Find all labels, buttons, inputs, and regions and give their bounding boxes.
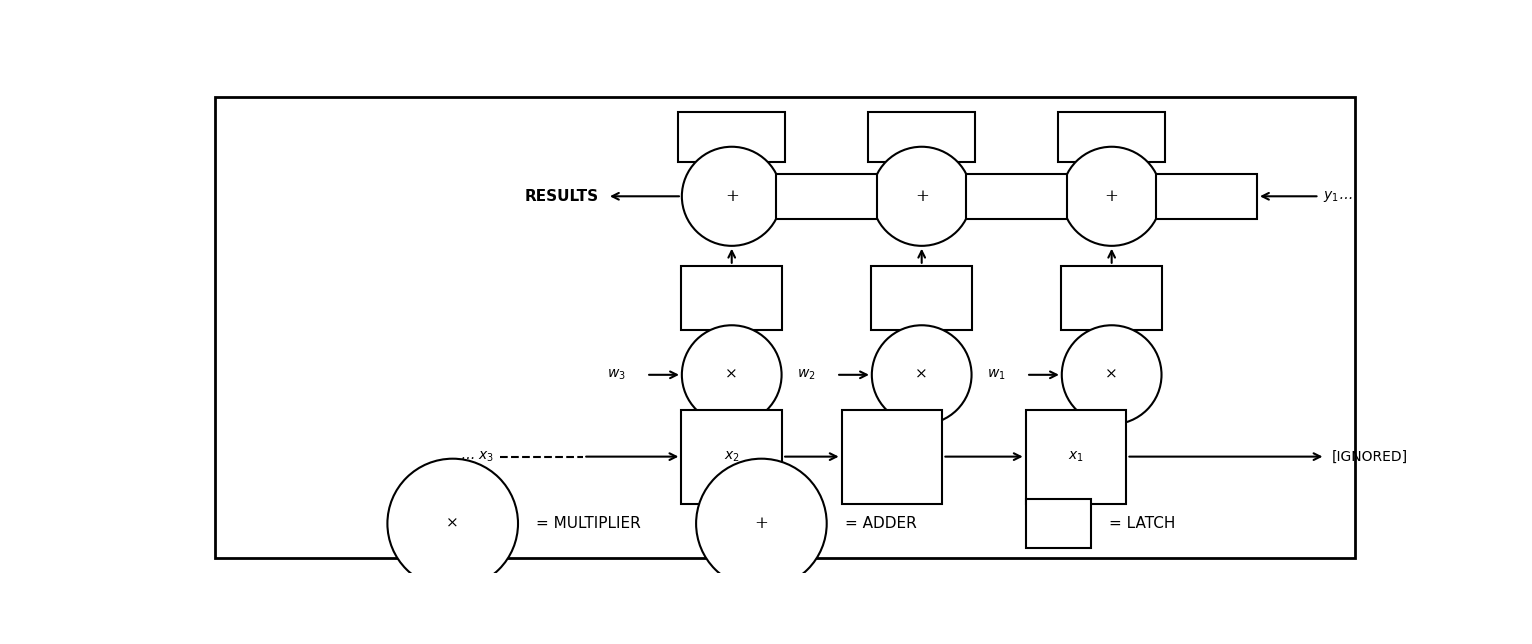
Text: = LATCH: = LATCH: [1109, 516, 1175, 531]
Text: = ADDER: = ADDER: [844, 516, 916, 531]
Ellipse shape: [872, 147, 971, 246]
Bar: [841, 410, 942, 504]
Bar: [679, 112, 784, 162]
Text: [IGNORED]: [IGNORED]: [1331, 450, 1408, 464]
Text: = MULTIPLIER: = MULTIPLIER: [536, 516, 640, 531]
Text: … $x_3$: … $x_3$: [461, 450, 495, 464]
Ellipse shape: [682, 325, 781, 424]
Ellipse shape: [1062, 147, 1161, 246]
Text: ×: ×: [1105, 368, 1118, 382]
Ellipse shape: [1062, 325, 1161, 424]
Ellipse shape: [388, 459, 518, 589]
Text: $x_1$: $x_1$: [1068, 450, 1085, 464]
Bar: [869, 112, 974, 162]
Bar: [967, 174, 1068, 218]
Text: $w_1$: $w_1$: [987, 368, 1007, 382]
Ellipse shape: [872, 325, 971, 424]
Bar: [872, 266, 973, 330]
Text: ×: ×: [725, 368, 738, 382]
Text: $w_3$: $w_3$: [607, 368, 627, 382]
Text: $x_2$: $x_2$: [723, 450, 740, 464]
Bar: [777, 174, 878, 218]
Bar: [1059, 112, 1164, 162]
Bar: [682, 410, 783, 504]
Text: +: +: [1105, 188, 1118, 205]
Bar: [1062, 266, 1163, 330]
Bar: [1025, 498, 1091, 549]
Bar: [682, 266, 783, 330]
Bar: [1025, 410, 1126, 504]
Text: +: +: [754, 515, 769, 532]
Text: ×: ×: [915, 368, 928, 382]
Text: +: +: [725, 188, 738, 205]
Bar: [1157, 174, 1258, 218]
Text: RESULTS: RESULTS: [524, 189, 599, 204]
Ellipse shape: [682, 147, 781, 246]
Text: ×: ×: [446, 516, 460, 531]
Text: +: +: [915, 188, 928, 205]
Text: $y_1$…: $y_1$…: [1324, 189, 1353, 204]
Ellipse shape: [696, 459, 827, 589]
Text: $w_2$: $w_2$: [797, 368, 817, 382]
